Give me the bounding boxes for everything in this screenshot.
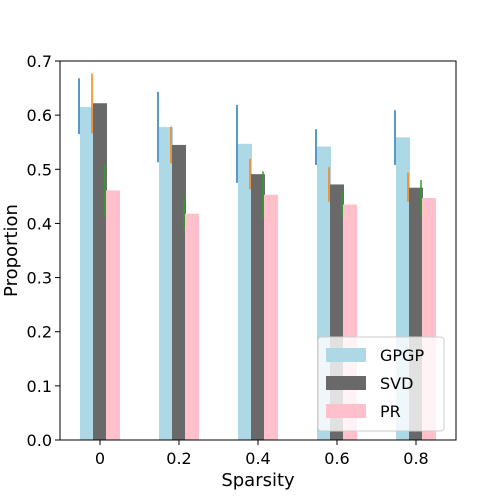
x-tick-label: 0.2 <box>166 449 191 468</box>
y-axis-title: Proportion <box>1 204 22 297</box>
bar-svd-0 <box>93 103 107 440</box>
legend-swatch-pr <box>326 404 366 418</box>
y-tick-label: 0.5 <box>27 160 52 179</box>
y-tick-label: 0.3 <box>27 269 52 288</box>
y-tick-label: 0.1 <box>27 377 52 396</box>
legend-swatch-gpgp <box>326 348 366 362</box>
bar-gpgp-0-4 <box>238 143 252 441</box>
legend: GPGP SVD PR <box>317 336 445 432</box>
bar-svd-0-4 <box>251 174 265 440</box>
x-axis: 0 0.2 0.4 0.6 0.8 <box>95 440 429 468</box>
plot-area <box>78 73 436 441</box>
legend-label-svd: SVD <box>380 374 413 393</box>
y-tick-label: 0.2 <box>27 323 52 342</box>
y-axis: 0.0 0.1 0.2 0.3 0.4 0.5 0.6 0.7 <box>27 52 60 450</box>
x-tick-label: 0.8 <box>403 449 428 468</box>
bar-pr-0 <box>106 190 120 440</box>
bar-gpgp-0 <box>80 107 94 441</box>
y-tick-label: 0.4 <box>27 214 52 233</box>
x-tick-label: 0.4 <box>245 449 270 468</box>
legend-label-gpgp: GPGP <box>380 346 424 365</box>
x-tick-label: 0.6 <box>324 449 349 468</box>
bar-gpgp-0-2 <box>159 127 173 440</box>
y-tick-label: 0.7 <box>27 52 52 71</box>
bar-pr-0-2 <box>185 213 199 440</box>
y-tick-label: 0.0 <box>27 431 52 450</box>
legend-label-pr: PR <box>380 402 401 421</box>
bar-svd-0-2 <box>172 144 186 440</box>
legend-swatch-svd <box>326 376 366 390</box>
x-axis-title: Sparsity <box>221 470 295 491</box>
x-tick-label: 0 <box>95 449 105 468</box>
y-tick-label: 0.6 <box>27 106 52 125</box>
bar-pr-0-4 <box>264 194 278 440</box>
